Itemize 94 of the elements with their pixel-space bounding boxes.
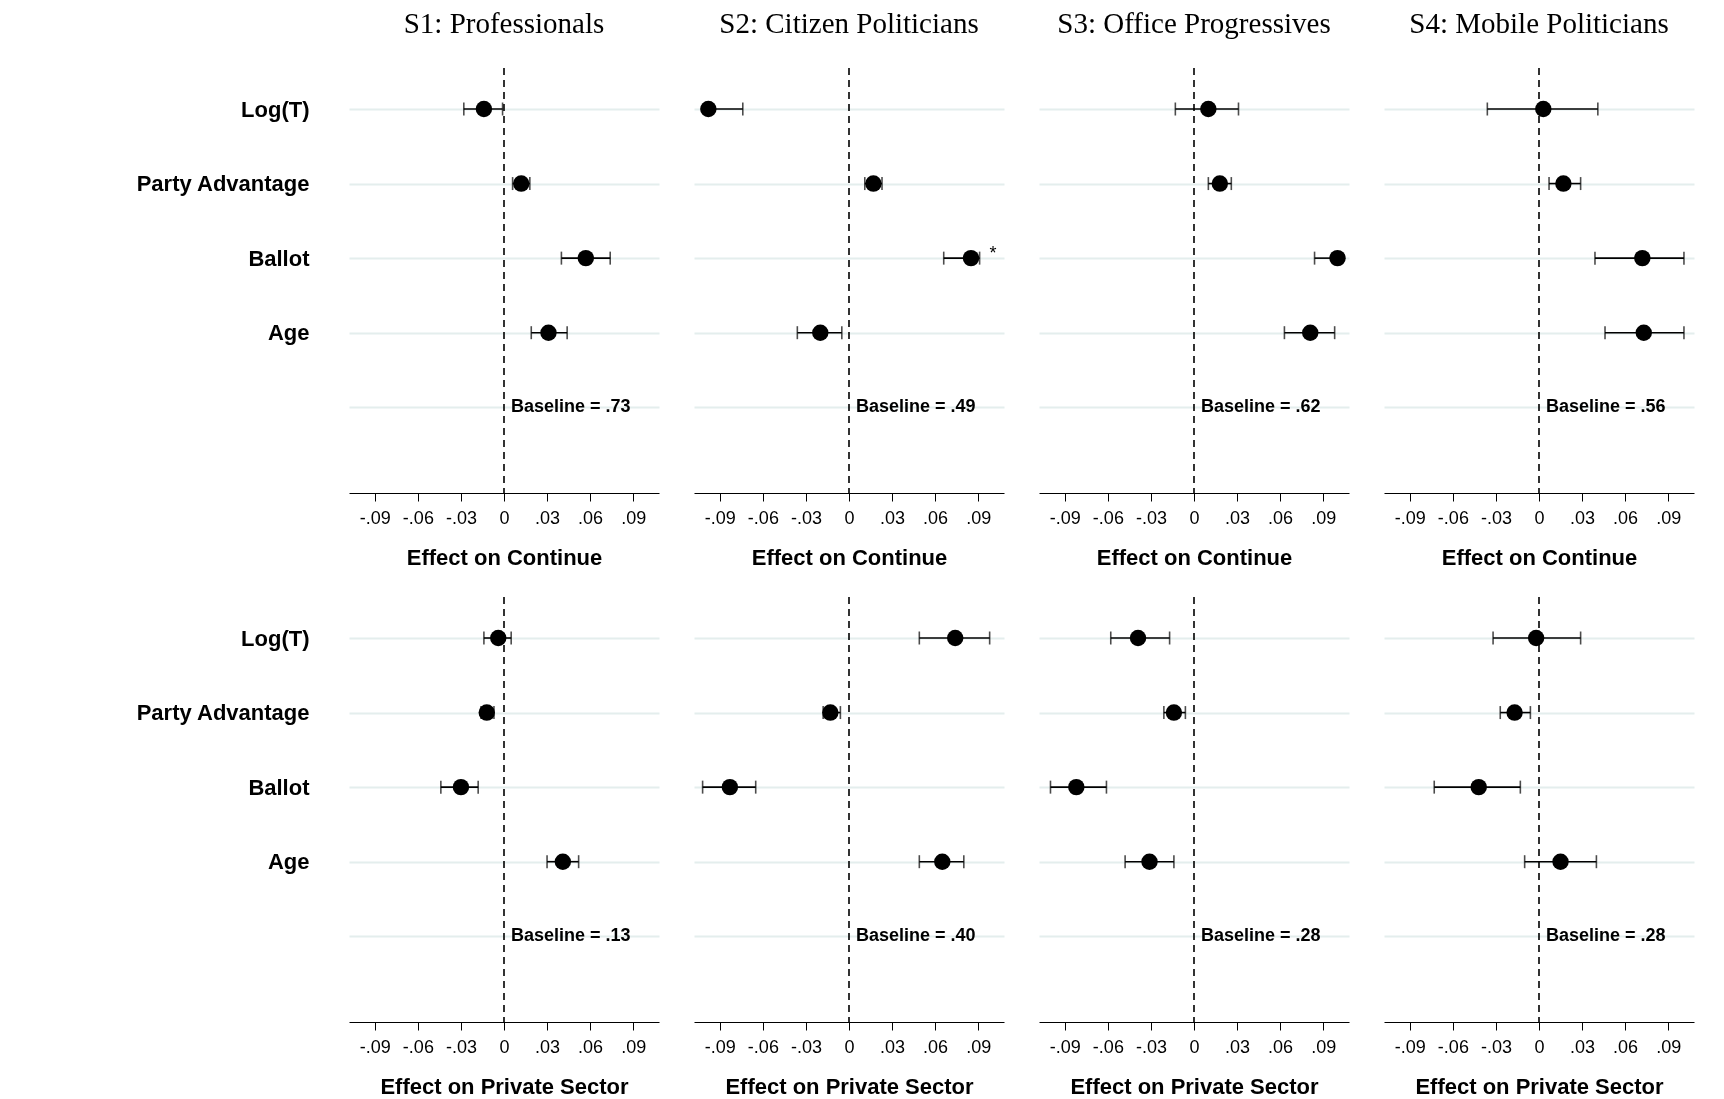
x-axis-title: Effect on Continue <box>751 544 948 570</box>
x-tick-label: -.03 <box>445 1036 477 1057</box>
x-tick-label: .06 <box>923 507 949 528</box>
point <box>540 324 557 341</box>
x-tick-label: .09 <box>1311 1036 1337 1057</box>
x-axis-title: Effect on Continue <box>406 544 603 570</box>
x-tick-label: 0 <box>1189 1036 1200 1057</box>
x-tick-label: -.06 <box>402 507 434 528</box>
x-tick-label: .06 <box>578 507 604 528</box>
annotation: Baseline = .73 <box>511 396 631 417</box>
x-tick-label: 0 <box>844 1036 855 1057</box>
x-tick-label: .06 <box>923 1036 949 1057</box>
x-axis-title: Effect on Continue <box>1096 544 1293 570</box>
x-tick-label: -.09 <box>704 507 736 528</box>
x-tick-label: .06 <box>1268 1036 1294 1057</box>
x-tick-label: .09 <box>621 1036 647 1057</box>
x-tick-label: -.06 <box>1092 1036 1124 1057</box>
x-tick-label: -.03 <box>1135 507 1167 528</box>
x-axis-title: Effect on Private Sector <box>1415 1073 1665 1099</box>
annotation: Baseline = .49 <box>856 396 976 417</box>
x-axis-title: Effect on Private Sector <box>1070 1073 1320 1099</box>
x-tick-label: -.09 <box>1049 507 1081 528</box>
x-tick-label: .06 <box>1268 507 1294 528</box>
x-tick-label: .09 <box>1656 1036 1682 1057</box>
x-tick-label: -.09 <box>1394 507 1426 528</box>
y-tick-label: Ballot <box>248 774 311 800</box>
point <box>812 324 829 341</box>
x-tick-label: 0 <box>844 507 855 528</box>
annotation: Baseline = .28 <box>1201 925 1321 946</box>
y-tick-label: Age <box>267 320 310 346</box>
x-tick-label: -.03 <box>1480 1036 1512 1057</box>
annotation: Baseline = .62 <box>1201 396 1321 417</box>
x-tick-label: -.03 <box>1480 507 1512 528</box>
x-tick-label: -.03 <box>1135 1036 1167 1057</box>
x-tick-label: -.06 <box>1092 507 1124 528</box>
chart-title: S1: Professionals <box>403 7 605 40</box>
chart-title: S4: Mobile Politicians <box>1409 7 1669 40</box>
y-tick-label: Ballot <box>248 245 311 271</box>
point <box>1141 853 1158 870</box>
x-tick-label: -.06 <box>747 1036 779 1057</box>
x-tick-label: -.09 <box>359 1036 391 1057</box>
point <box>934 853 951 870</box>
y-tick-label: Log(T) <box>241 625 310 651</box>
y-tick-label: Party Advantage <box>136 700 310 726</box>
x-tick-label: -.09 <box>1394 1036 1426 1057</box>
x-tick-label: .03 <box>880 507 906 528</box>
x-tick-label: .03 <box>535 1036 561 1057</box>
point <box>1552 853 1569 870</box>
x-tick-label: .03 <box>1225 507 1251 528</box>
annotation: Baseline = .28 <box>1546 925 1666 946</box>
x-axis-title: Effect on Private Sector <box>380 1073 630 1099</box>
x-tick-label: -.09 <box>1049 1036 1081 1057</box>
x-tick-label: .03 <box>1570 1036 1596 1057</box>
x-tick-label: -.03 <box>790 507 822 528</box>
x-tick-label: 0 <box>499 507 510 528</box>
chart-title: S2: Citizen Politicians <box>719 7 979 40</box>
x-tick-label: 0 <box>1189 507 1200 528</box>
x-tick-label: -.06 <box>1437 1036 1469 1057</box>
y-tick-label: Log(T) <box>241 96 310 122</box>
x-tick-label: .03 <box>535 507 561 528</box>
x-tick-label: .03 <box>1570 507 1596 528</box>
chart-title: S3: Office Progressives <box>1057 7 1331 40</box>
annotation: Baseline = .56 <box>1546 396 1666 417</box>
y-tick-label: Party Advantage <box>136 171 310 197</box>
annotation: Baseline = .13 <box>511 925 631 946</box>
x-tick-label: .06 <box>578 1036 604 1057</box>
x-axis-title: Effect on Private Sector <box>725 1073 975 1099</box>
x-tick-label: .09 <box>621 507 647 528</box>
x-tick-label: .09 <box>966 507 992 528</box>
x-tick-label: -.06 <box>402 1036 434 1057</box>
x-tick-label: -.09 <box>359 507 391 528</box>
annotation: * <box>989 243 997 264</box>
point <box>1165 704 1183 721</box>
x-tick-label: -.06 <box>747 507 779 528</box>
x-tick-label: 0 <box>1534 507 1545 528</box>
point <box>1302 324 1319 341</box>
x-tick-label: .06 <box>1613 1036 1639 1057</box>
x-tick-label: -.09 <box>704 1036 736 1057</box>
x-tick-label: .09 <box>1656 507 1682 528</box>
y-tick-label: Age <box>267 849 310 875</box>
x-axis-title: Effect on Continue <box>1441 544 1638 570</box>
point <box>1635 324 1652 341</box>
x-tick-label: -.03 <box>790 1036 822 1057</box>
x-tick-label: -.06 <box>1437 507 1469 528</box>
x-tick-label: .03 <box>880 1036 906 1057</box>
x-tick-label: .09 <box>966 1036 992 1057</box>
x-tick-label: .06 <box>1613 507 1639 528</box>
x-tick-label: .03 <box>1225 1036 1251 1057</box>
x-tick-label: 0 <box>499 1036 510 1057</box>
x-tick-label: 0 <box>1534 1036 1545 1057</box>
annotation: Baseline = .40 <box>856 925 976 946</box>
x-tick-label: -.03 <box>445 507 477 528</box>
point <box>1211 175 1229 192</box>
x-tick-label: .09 <box>1311 507 1337 528</box>
